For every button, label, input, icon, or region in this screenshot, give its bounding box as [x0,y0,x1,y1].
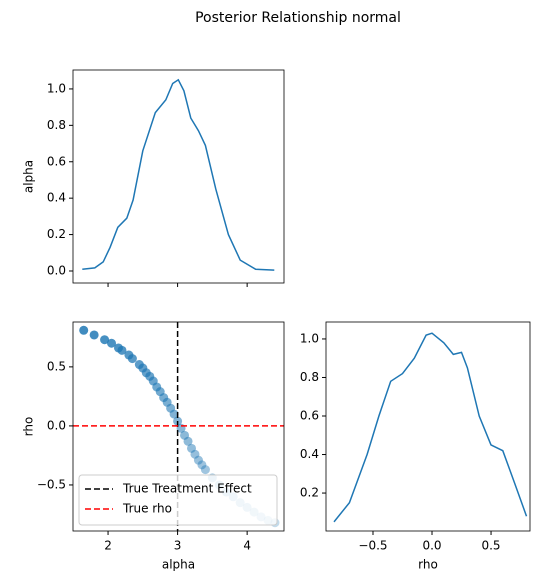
x-tick-label: 4 [243,539,251,553]
x-tick-label: −0.5 [358,539,387,553]
point [197,460,207,470]
point [193,455,203,465]
line [333,332,528,523]
y-axis-label: alpha [22,160,36,193]
point [127,354,137,364]
point [183,436,193,446]
x-tick-label: 0.5 [481,539,500,553]
legend-label: True Treatment Effect [122,482,252,496]
x-tick-label: 2 [104,539,112,553]
y-tick-label: 0.5 [47,359,66,373]
figure-title: Posterior Relationship normal [195,10,401,26]
point [187,443,197,453]
legend-label: True rho [122,502,172,516]
y-tick-label: 0.0 [47,418,66,432]
axes-frame [325,321,531,532]
y-tick-label: 0.8 [300,370,319,384]
axes-frame [72,69,285,284]
point [117,345,127,355]
x-tick-label: 0.0 [422,539,441,553]
y-tick-label: 0.4 [300,447,319,461]
x-axis-label: rho [418,558,438,572]
y-tick-label: 0.2 [300,486,319,500]
y-tick-label: 1.0 [300,331,319,345]
point [89,330,99,340]
y-tick-label: 0.0 [47,263,66,277]
legend-box [78,474,278,526]
x-tick-label: 3 [174,539,182,553]
point [100,335,110,345]
y-tick-label: 0.8 [47,118,66,132]
y-tick-label: 1.0 [47,81,66,95]
line [82,78,275,271]
y-tick-label: 0.6 [47,154,66,168]
y-tick-label: 0.4 [47,191,66,205]
plot-area [333,332,528,523]
y-tick-label: −0.5 [37,477,66,491]
point [190,449,200,459]
point [169,409,179,419]
x-axis-label: alpha [162,558,195,572]
y-tick-label: 0.2 [47,227,66,241]
y-tick-label: 0.6 [300,409,319,423]
y-axis-label: rho [22,417,36,437]
point [107,338,117,348]
point [79,325,89,335]
plot-area [82,78,275,271]
point [200,465,210,475]
axes-frame [72,321,285,532]
